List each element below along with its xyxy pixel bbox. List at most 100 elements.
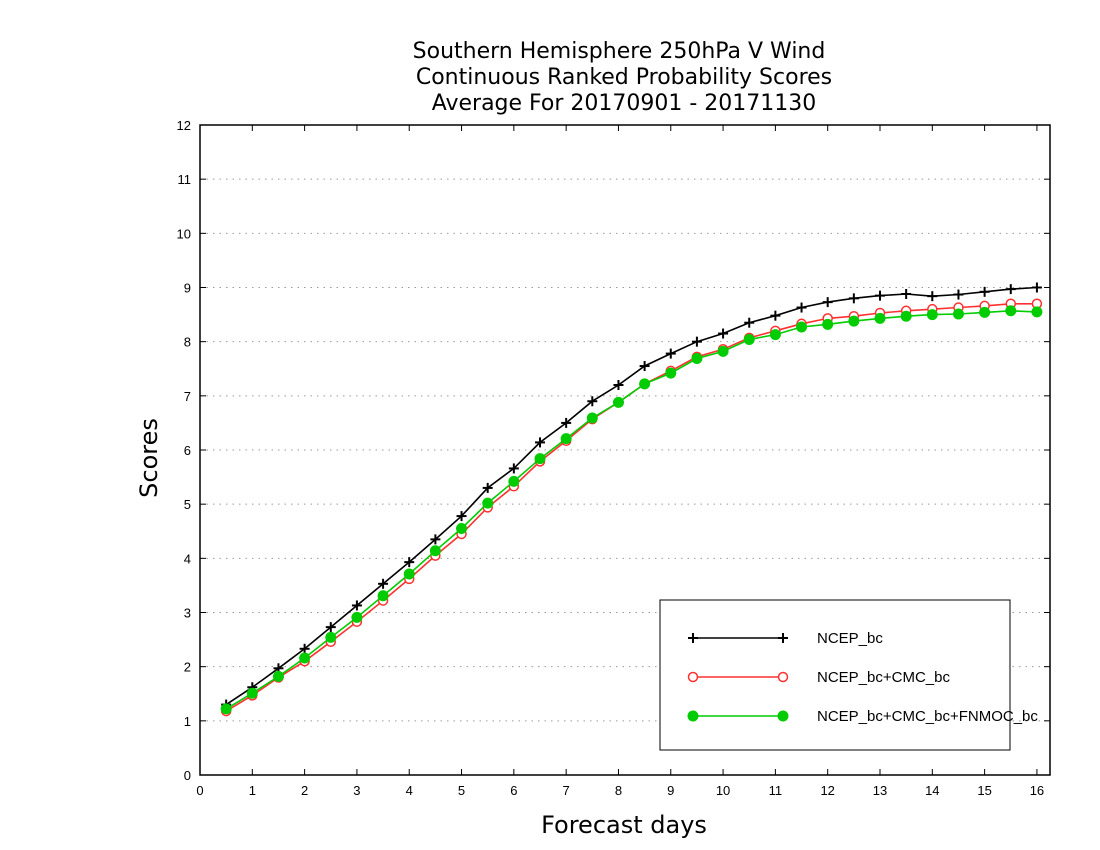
y-tick-label: 0 (184, 768, 191, 783)
legend: NCEP_bc NCEP_bc+CMC_bc NCEP_bc+CMC_bc+FNMO… (659, 599, 1038, 751)
filled-circle-marker (717, 345, 729, 357)
y-tick-label: 10 (177, 226, 191, 241)
filled-circle-marker (1031, 306, 1043, 318)
y-tick-label: 3 (184, 606, 191, 621)
plus-marker (778, 633, 788, 643)
plus-marker (482, 482, 493, 493)
x-tick-label: 9 (667, 783, 674, 798)
filled-circle-marker (456, 523, 468, 535)
y-tick-label: 8 (184, 335, 191, 350)
y-tick-label: 1 (184, 714, 191, 729)
x-tick-label: 8 (615, 783, 622, 798)
filled-circle-marker (534, 453, 546, 465)
filled-circle-marker (777, 710, 789, 722)
x-tick-label: 6 (510, 783, 517, 798)
x-tick-label: 13 (873, 783, 887, 798)
plus-marker (875, 290, 885, 301)
y-tick-label: 4 (184, 551, 191, 566)
plus-marker (979, 286, 990, 297)
plus-marker (848, 293, 859, 304)
filled-circle-marker (351, 611, 363, 623)
legend-entry: NCEP_bc (688, 630, 883, 647)
plus-marker (927, 291, 938, 302)
x-tick-label: 5 (458, 783, 465, 798)
plus-marker (351, 600, 362, 611)
filled-circle-marker (299, 652, 311, 664)
series-1 (221, 282, 1042, 710)
x-tick-label: 4 (406, 783, 413, 798)
filled-circle-marker (612, 396, 624, 408)
chart-title: Southern Hemisphere 250hPa V Wind Contin… (413, 39, 833, 116)
plus-marker (535, 437, 545, 448)
legend-label: NCEP_bc (817, 630, 883, 647)
title-line-1: Southern Hemisphere 250hPa V Wind (413, 39, 826, 64)
y-axis-label: Scores (135, 418, 163, 498)
filled-circle-marker (979, 306, 991, 318)
plus-marker (325, 622, 336, 633)
plus-marker (1031, 282, 1042, 293)
plus-marker (587, 396, 598, 407)
x-tick-label: 3 (353, 783, 360, 798)
x-tick-label: 1 (249, 783, 256, 798)
legend-label: NCEP_bc+CMC_bc (817, 669, 950, 686)
x-tick-label: 11 (769, 783, 783, 798)
y-tick-label: 2 (184, 660, 191, 675)
filled-circle-marker (1005, 305, 1017, 317)
x-tick-label: 2 (301, 783, 308, 798)
filled-circle-marker (874, 312, 886, 324)
filled-circle-marker (796, 321, 808, 333)
filled-circle-marker (952, 308, 964, 320)
plus-marker (456, 511, 467, 522)
open-circle-marker (777, 671, 789, 683)
x-tick-label: 15 (977, 783, 991, 798)
y-tick-label: 7 (184, 389, 191, 404)
x-tick-label: 12 (820, 783, 834, 798)
filled-circle-marker (743, 334, 755, 345)
plus-marker (613, 380, 624, 390)
plus-marker (822, 297, 833, 308)
filled-circle-marker (560, 433, 572, 445)
y-tick-label: 12 (177, 118, 191, 133)
legend-entry: NCEP_bc+CMC_bc (687, 669, 950, 686)
plus-marker (639, 361, 650, 372)
filled-circle-marker (900, 310, 912, 322)
plus-marker (561, 417, 572, 428)
filled-circle-marker (586, 412, 598, 424)
legend-label: NCEP_bc+CMC_bc+FNMOC_bc (817, 708, 1038, 725)
plus-marker (770, 310, 781, 321)
filled-circle-marker (926, 309, 938, 321)
plus-marker (508, 463, 519, 474)
filled-circle-marker (377, 590, 389, 602)
plus-marker (744, 317, 755, 328)
y-tick-label: 6 (184, 443, 191, 458)
plus-marker (901, 289, 912, 299)
filled-circle-marker (272, 670, 284, 682)
filled-circle-marker (665, 367, 677, 379)
filled-circle-marker (403, 568, 415, 580)
plus-marker (404, 557, 415, 568)
filled-circle-marker (687, 710, 699, 722)
x-tick-label: 16 (1030, 783, 1044, 798)
plus-marker (430, 534, 441, 545)
filled-circle-marker (848, 315, 860, 327)
title-line-2: Continuous Ranked Probability Scores (416, 65, 832, 90)
plus-marker (665, 348, 676, 359)
filled-circle-marker (639, 378, 651, 390)
series-3 (220, 305, 1043, 715)
y-tick-label: 5 (184, 497, 191, 512)
plus-marker (1005, 284, 1016, 295)
filled-circle-marker (482, 497, 494, 509)
legend-items: NCEP_bc NCEP_bc+CMC_bc NCEP_bc+CMC_bc+FNMO… (687, 630, 1038, 725)
legend-entry: NCEP_bc+CMC_bc+FNMOC_bc (687, 708, 1038, 725)
title-line-3: Average For 20170901 - 20171130 (432, 91, 817, 116)
filled-circle-marker (325, 631, 337, 643)
plus-marker (378, 578, 389, 589)
x-axis-label: Forecast days (541, 811, 707, 839)
y-tick-label: 9 (184, 281, 191, 296)
open-circle-marker (687, 671, 699, 683)
filled-circle-marker (769, 329, 781, 341)
plus-marker (691, 336, 702, 347)
filled-circle-marker (220, 703, 232, 715)
